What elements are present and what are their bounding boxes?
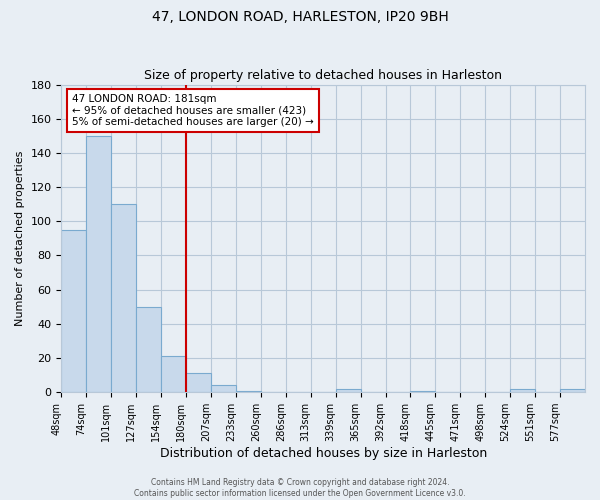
Bar [236,390,261,392]
Bar [335,389,361,392]
Bar [111,204,136,392]
X-axis label: Distribution of detached houses by size in Harleston: Distribution of detached houses by size … [160,447,487,460]
Bar [61,230,86,392]
Bar [186,374,211,392]
Bar [136,307,161,392]
Title: Size of property relative to detached houses in Harleston: Size of property relative to detached ho… [144,69,502,82]
Bar [211,386,236,392]
Bar [410,390,436,392]
Y-axis label: Number of detached properties: Number of detached properties [15,150,25,326]
Text: Contains HM Land Registry data © Crown copyright and database right 2024.
Contai: Contains HM Land Registry data © Crown c… [134,478,466,498]
Text: 47, LONDON ROAD, HARLESTON, IP20 9BH: 47, LONDON ROAD, HARLESTON, IP20 9BH [152,10,448,24]
Bar [560,389,585,392]
Bar [510,389,535,392]
Bar [86,136,111,392]
Bar [161,356,186,392]
Text: 47 LONDON ROAD: 181sqm
← 95% of detached houses are smaller (423)
5% of semi-det: 47 LONDON ROAD: 181sqm ← 95% of detached… [72,94,314,127]
